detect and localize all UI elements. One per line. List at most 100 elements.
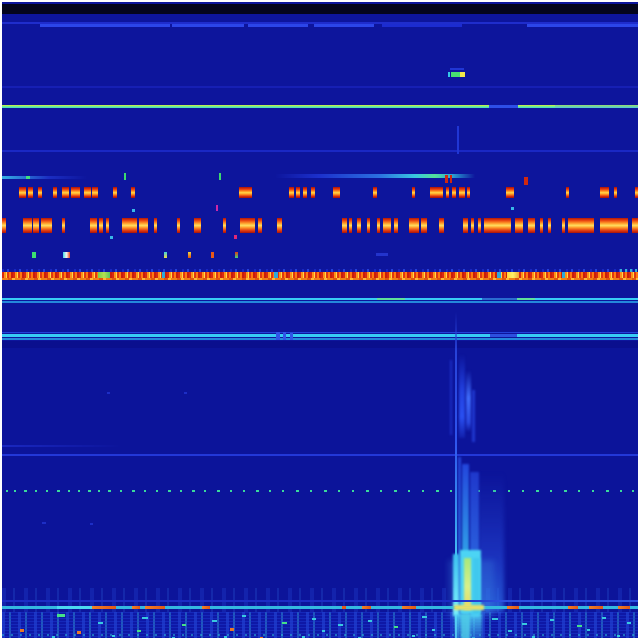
plume-streak-457 xyxy=(459,354,465,438)
l604-orange-segs xyxy=(92,606,116,609)
bottom-speckles xyxy=(432,629,435,631)
dotted-teal-line-488 xyxy=(192,490,195,492)
magenta-tick xyxy=(216,205,218,211)
burst-row-2 xyxy=(548,218,551,233)
bottom-speckles xyxy=(617,635,620,637)
dotted-teal-line-488 xyxy=(380,490,382,492)
carrier-line-103-gap xyxy=(489,105,518,108)
barcode-green-seg xyxy=(98,272,110,278)
burst-row-2 xyxy=(223,218,226,233)
cyan-line-296-dim-seg xyxy=(482,298,517,300)
cyan-dot-108 xyxy=(110,236,113,239)
dotted-teal-line-488 xyxy=(24,490,27,492)
blue-dash-375 xyxy=(376,253,388,256)
burst-row-1 xyxy=(239,187,252,198)
faint-line-598 xyxy=(2,600,638,602)
burst-row-1 xyxy=(84,187,91,198)
burst-row-1 xyxy=(333,187,340,198)
burst-row-2 xyxy=(394,218,398,233)
cyan-line-299 xyxy=(2,301,638,303)
tick-row-250 xyxy=(164,252,167,258)
noise-band-610-spk xyxy=(2,612,638,638)
burst-row-1 xyxy=(303,187,307,198)
bottom-speckles xyxy=(577,625,582,627)
burst-row-2 xyxy=(139,218,148,233)
cyan-line-332 xyxy=(2,334,638,337)
bottom-speckles xyxy=(242,615,246,617)
dotted-teal-line-488 xyxy=(156,490,158,492)
bottom-speckles xyxy=(282,622,287,624)
burst-row-2 xyxy=(367,218,370,233)
cyan-dot-130 xyxy=(132,209,135,212)
dotted-teal-line-488 xyxy=(98,490,100,492)
bottom-speckles xyxy=(394,626,398,628)
tick-row-250 xyxy=(188,252,191,258)
bottom-speckles xyxy=(368,620,372,622)
faint-dot-c xyxy=(42,522,46,524)
fade-line-443 xyxy=(2,445,122,447)
blue-line-452 xyxy=(2,454,638,456)
burst-row-2 xyxy=(122,218,137,233)
l604-orange-segs xyxy=(589,606,603,609)
burst-row-1 xyxy=(62,187,69,198)
l604-orange-segs xyxy=(132,606,140,609)
burst-row-2 xyxy=(342,218,347,233)
green-yellow-burst-72 xyxy=(451,72,460,77)
burst-row-1 xyxy=(19,187,26,198)
l604-red-dot xyxy=(342,606,346,609)
dotted-teal-line-488 xyxy=(564,490,567,492)
barcode-yellow-seg xyxy=(507,272,519,278)
burst-row-1 xyxy=(412,187,415,198)
plume-ext-core xyxy=(461,614,470,638)
l604-orange-segs xyxy=(362,606,371,609)
comet-streak-left xyxy=(2,176,87,179)
burst-row-2 xyxy=(194,218,201,233)
bottom-speckles xyxy=(627,622,631,624)
multicolor-line-604 xyxy=(2,606,638,609)
burst-row-2 xyxy=(240,218,255,233)
bottom-speckles xyxy=(312,618,316,620)
barcode-bottom-line xyxy=(2,278,638,280)
dotted-teal-line-488 xyxy=(46,490,48,492)
burst-row-1 xyxy=(289,187,294,198)
top-blue-dashes xyxy=(248,24,308,27)
top-blue-dashes xyxy=(172,24,244,27)
barcode-gap-560 xyxy=(562,272,565,278)
plume-yellow-core xyxy=(464,558,471,610)
bottom-speckles xyxy=(550,619,554,621)
plume-streak-464 xyxy=(466,370,471,432)
burst-row-2 xyxy=(383,218,391,233)
top-blue-line xyxy=(2,22,638,24)
dark-scan-band xyxy=(2,341,638,348)
burst-row-2 xyxy=(484,218,511,233)
barcode-speckle-top xyxy=(2,269,638,272)
bottom-speckles xyxy=(57,614,65,617)
l604-orange-segs xyxy=(507,606,519,609)
faint-dot-b xyxy=(184,392,187,394)
dotted-teal-line-488 xyxy=(296,490,299,492)
faint-dash-above-burst xyxy=(450,68,464,70)
barcode-gap-160 xyxy=(162,272,165,278)
bottom-speckles xyxy=(212,620,217,622)
dotted-teal-line-488 xyxy=(6,490,8,492)
plume-col-468 xyxy=(470,472,479,617)
burst-row-1 xyxy=(373,187,377,198)
tick-row-250 xyxy=(63,252,70,258)
faint-line-148 xyxy=(2,150,638,152)
faint-line-84 xyxy=(2,86,638,88)
dotted-teal-line-488 xyxy=(108,490,111,492)
l604-yellow-seg xyxy=(454,605,484,610)
burst-row-2 xyxy=(515,218,523,233)
bottom-speckles xyxy=(142,617,148,619)
dotted-teal-line-488 xyxy=(14,490,16,492)
burst-row-1 xyxy=(430,187,443,198)
burst-row-1 xyxy=(311,187,315,198)
burst-row-2 xyxy=(377,218,380,233)
dotted-teal-line-488 xyxy=(620,490,622,492)
pink-dot-232 xyxy=(234,235,237,239)
burst-row-1 xyxy=(53,187,57,198)
burst-row-2 xyxy=(154,218,157,233)
bottom-speckles xyxy=(358,637,361,638)
burst-row-1 xyxy=(452,187,456,198)
